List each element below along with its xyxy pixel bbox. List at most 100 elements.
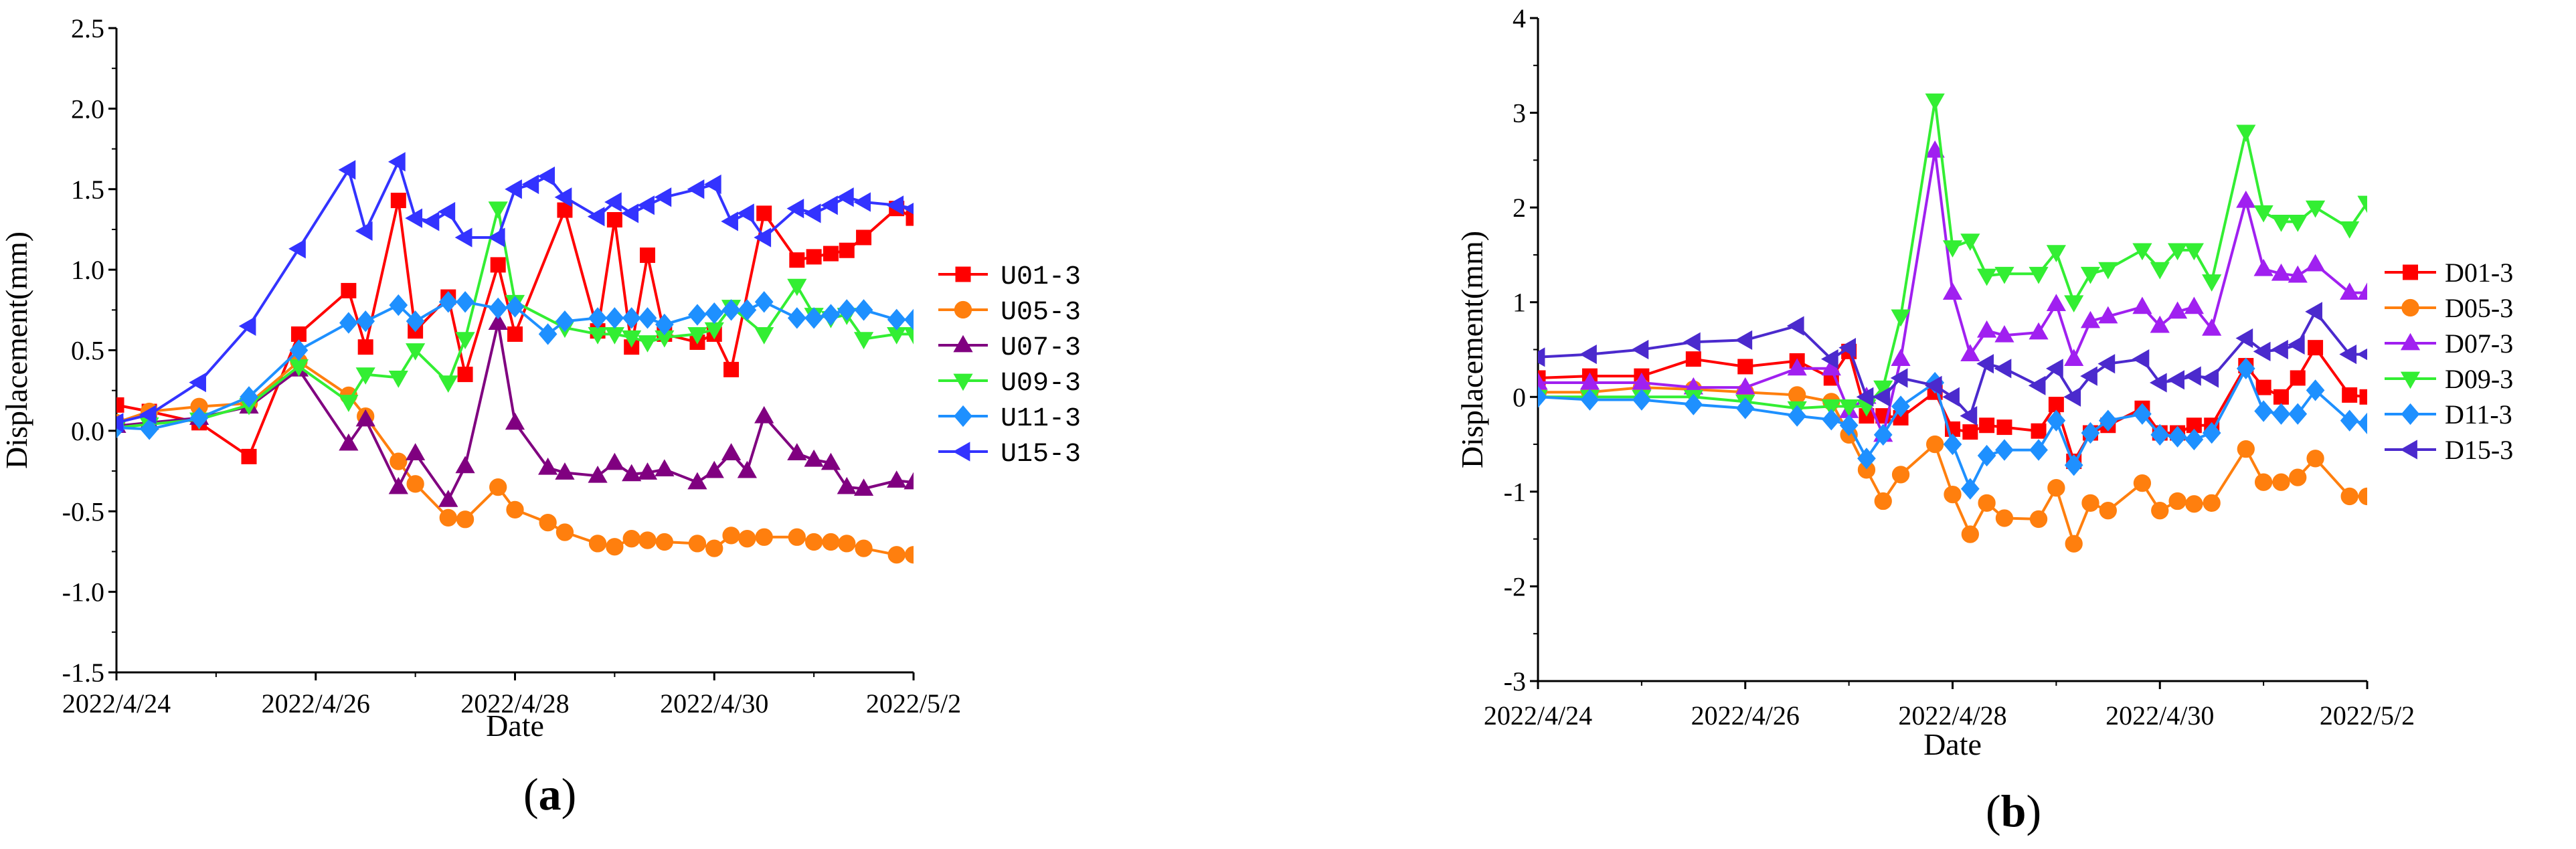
legend-marker <box>2401 403 2420 426</box>
data-point-D09-3 <box>2271 214 2292 232</box>
data-point-U15-3 <box>853 192 871 212</box>
data-point-D09-3 <box>2046 245 2066 262</box>
data-point-U07-3 <box>455 456 475 474</box>
legend-label: U11-3 <box>1001 404 1081 434</box>
data-point-U05-3 <box>588 535 607 553</box>
data-point-U01-3 <box>490 257 506 273</box>
y-tick-label: 0 <box>1513 382 1526 412</box>
legend-entry-D11-3: D11-3 <box>2385 399 2512 430</box>
y-tick-label: -2 <box>1504 571 1526 601</box>
data-point-U09-3 <box>787 278 807 296</box>
data-point-D15-3 <box>1631 339 1649 360</box>
series-line-D05-3 <box>1538 386 2367 545</box>
data-point-D11-3 <box>2029 439 2048 461</box>
legend-marker <box>952 442 970 462</box>
x-tick-label: 2022/4/28 <box>1898 700 2006 731</box>
data-point-U15-3 <box>903 202 914 215</box>
data-point-U07-3 <box>637 462 658 480</box>
data-point-D11-3 <box>1580 389 1600 411</box>
data-point-U11-3 <box>339 312 358 334</box>
data-point-U15-3 <box>587 207 605 227</box>
data-point-D01-3 <box>2342 387 2358 403</box>
data-point-D11-3 <box>2358 412 2367 435</box>
data-point-U07-3 <box>505 412 525 430</box>
data-point-U05-3 <box>688 535 707 553</box>
data-point-D11-3 <box>1960 478 1980 500</box>
legend-entry-U07-3: U07-3 <box>938 333 1081 363</box>
data-point-D07-3 <box>2080 310 2101 328</box>
series-D09-3 <box>1538 93 2367 419</box>
data-point-D09-3 <box>2029 266 2049 284</box>
data-point-U11-3 <box>837 299 857 321</box>
y-tick-label: 0.0 <box>71 416 104 446</box>
data-point-D09-3 <box>2167 243 2188 261</box>
data-point-U11-3 <box>289 339 309 361</box>
data-point-D15-3 <box>1579 344 1597 365</box>
data-point-U01-3 <box>839 242 855 258</box>
data-point-D05-3 <box>1926 435 1944 454</box>
data-point-D07-3 <box>1735 377 1755 395</box>
data-point-U11-3 <box>356 310 375 333</box>
data-point-D15-3 <box>2356 348 2367 361</box>
y-tick-label: -1.0 <box>62 577 104 607</box>
data-point-D07-3 <box>1960 344 1980 361</box>
data-point-D11-3 <box>2133 403 2152 425</box>
data-point-U05-3 <box>506 500 524 518</box>
data-point-D07-3 <box>1891 349 1911 367</box>
data-point-U15-3 <box>405 208 423 228</box>
data-point-U05-3 <box>439 508 457 527</box>
data-point-D09-3 <box>1942 240 1963 258</box>
data-point-U01-3 <box>906 210 914 226</box>
data-point-D11-3 <box>2098 409 2118 432</box>
data-point-D07-3 <box>2236 190 2256 208</box>
data-point-U09-3 <box>406 343 426 361</box>
data-point-D15-3 <box>2184 366 2201 386</box>
data-point-D07-3 <box>2150 315 2170 333</box>
y-tick-label: 2 <box>1513 193 1526 223</box>
data-point-D07-3 <box>1994 324 2014 343</box>
data-point-U05-3 <box>904 546 914 564</box>
y-tick-label: 0.5 <box>71 336 104 366</box>
legend-marker <box>955 266 971 282</box>
data-point-U05-3 <box>456 510 475 529</box>
series-U11-3 <box>116 291 914 440</box>
data-point-D09-3 <box>2098 262 2118 280</box>
legend-label: D09-3 <box>2445 364 2513 394</box>
data-point-U15-3 <box>721 211 738 231</box>
data-point-D15-3 <box>2287 335 2305 355</box>
data-point-U09-3 <box>904 327 914 345</box>
data-point-U15-3 <box>621 203 639 223</box>
data-point-D07-3 <box>2340 282 2360 300</box>
data-point-U11-3 <box>887 308 906 331</box>
data-point-U11-3 <box>821 304 841 326</box>
data-point-U07-3 <box>488 312 508 330</box>
data-point-D07-3 <box>2132 296 2152 314</box>
data-point-D11-3 <box>1788 405 1807 427</box>
y-tick-label: 4 <box>1513 3 1526 33</box>
data-point-D11-3 <box>2340 409 2359 432</box>
data-point-U01-3 <box>856 229 872 246</box>
legend-marker <box>2401 298 2419 317</box>
legend-entry-D15-3: D15-3 <box>2385 435 2513 465</box>
data-point-D05-3 <box>2099 502 2117 520</box>
data-point-U11-3 <box>140 418 159 440</box>
data-point-D09-3 <box>1976 268 1997 286</box>
data-point-U15-3 <box>537 166 555 187</box>
series-U15-3 <box>116 152 914 433</box>
x-tick-label: 2022/4/26 <box>262 688 370 719</box>
data-point-D11-3 <box>2184 428 2204 451</box>
data-point-U15-3 <box>388 152 406 172</box>
data-point-D11-3 <box>1995 439 2014 461</box>
x-tick-label: 2022/4/26 <box>1691 700 1800 731</box>
data-point-U11-3 <box>605 307 624 329</box>
legend-marker <box>953 373 973 391</box>
legend-entry-U01-3: U01-3 <box>938 262 1081 292</box>
data-point-U15-3 <box>786 199 804 219</box>
legend-label: U07-3 <box>1001 333 1081 363</box>
data-point-U07-3 <box>837 476 857 494</box>
data-point-D11-3 <box>1684 393 1703 415</box>
data-point-D09-3 <box>1994 266 2014 284</box>
data-point-U09-3 <box>622 330 642 348</box>
data-point-U11-3 <box>505 296 525 318</box>
data-point-D05-3 <box>2185 495 2203 513</box>
